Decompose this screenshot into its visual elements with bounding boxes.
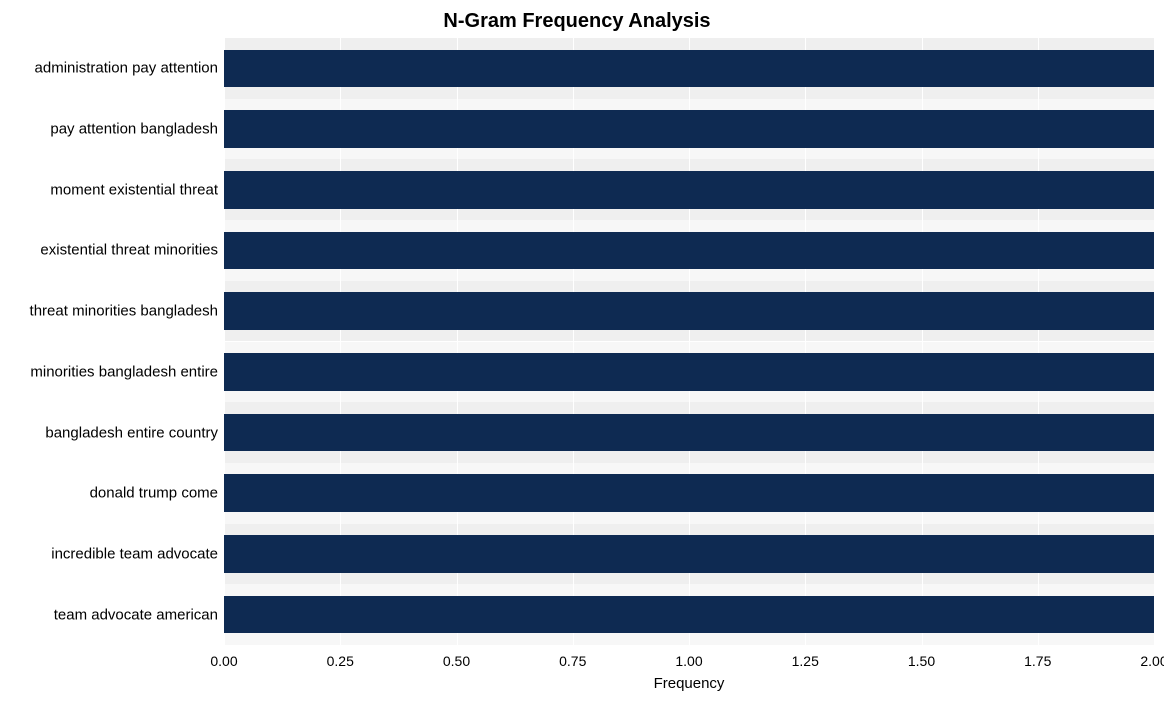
ngram-frequency-chart: N-Gram Frequency Analysis Frequency 0.00… [0,0,1164,701]
x-tick-label: 0.25 [327,653,354,669]
y-tick-label: donald trump come [90,485,218,502]
plot-area: Frequency 0.000.250.500.751.001.251.501.… [224,38,1154,645]
y-tick-label: team advocate american [54,606,218,623]
bar [224,353,1154,391]
x-axis-label: Frequency [654,675,725,692]
chart-title: N-Gram Frequency Analysis [0,10,1154,33]
bar [224,414,1154,452]
x-tick-label: 1.25 [792,653,819,669]
y-tick-label: pay attention bangladesh [50,121,218,138]
bar [224,474,1154,512]
bar [224,171,1154,209]
x-tick-label: 0.50 [443,653,470,669]
x-tick-label: 2.00 [1140,653,1164,669]
x-tick-label: 1.50 [908,653,935,669]
y-tick-label: minorities bangladesh entire [30,363,218,380]
x-tick-label: 0.75 [559,653,586,669]
bar [224,50,1154,88]
x-tick-label: 1.00 [675,653,702,669]
bar [224,292,1154,330]
grid-line [1154,38,1155,645]
bar [224,232,1154,270]
y-tick-label: incredible team advocate [51,545,218,562]
x-tick-label: 1.75 [1024,653,1051,669]
y-tick-label: bangladesh entire country [45,424,218,441]
y-tick-label: existential threat minorities [40,242,218,259]
bar [224,110,1154,148]
y-tick-label: moment existential threat [50,181,218,198]
bar [224,535,1154,573]
x-tick-label: 0.00 [210,653,237,669]
y-tick-label: administration pay attention [35,60,218,77]
bar [224,596,1154,634]
y-tick-label: threat minorities bangladesh [30,303,218,320]
